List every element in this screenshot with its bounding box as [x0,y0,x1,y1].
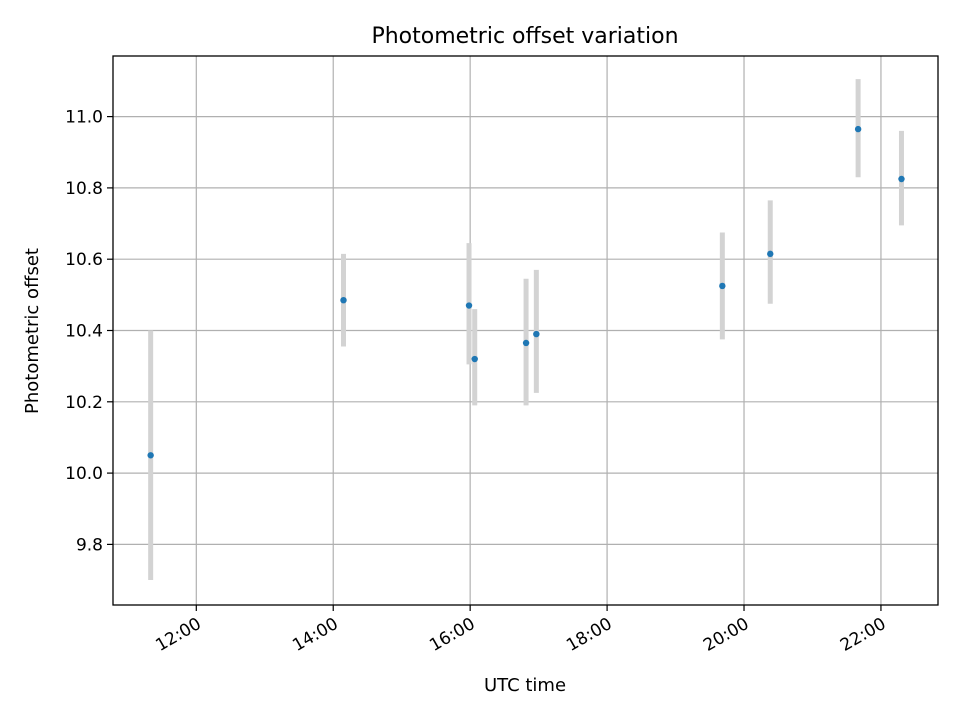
data-point [767,250,774,258]
data-point [719,282,726,290]
y-tick-label: 10.6 [65,250,103,270]
y-tick-label: 10.2 [65,393,103,413]
data-point [533,330,540,338]
data-point [147,452,154,459]
data-point [522,339,530,347]
y-tick-label: 9.8 [76,535,103,555]
x-axis-label: UTC time [484,675,566,696]
y-tick-label: 10.8 [65,179,103,199]
y-tick-label: 10.4 [65,322,103,342]
data-point [854,125,862,133]
data-point [898,175,905,183]
y-axis-label: Photometric offset [22,248,43,414]
data-point [471,355,478,363]
data-points [147,125,905,459]
y-tick-label: 11.0 [65,108,103,128]
chart-title: Photometric offset variation [371,24,678,49]
data-point [340,296,347,304]
y-axis-ticks: 9.8 10.0 10.2 10.4 10.6 10.8 11.0 [65,108,113,555]
data-point [465,302,473,309]
y-tick-label: 10.0 [65,464,103,484]
